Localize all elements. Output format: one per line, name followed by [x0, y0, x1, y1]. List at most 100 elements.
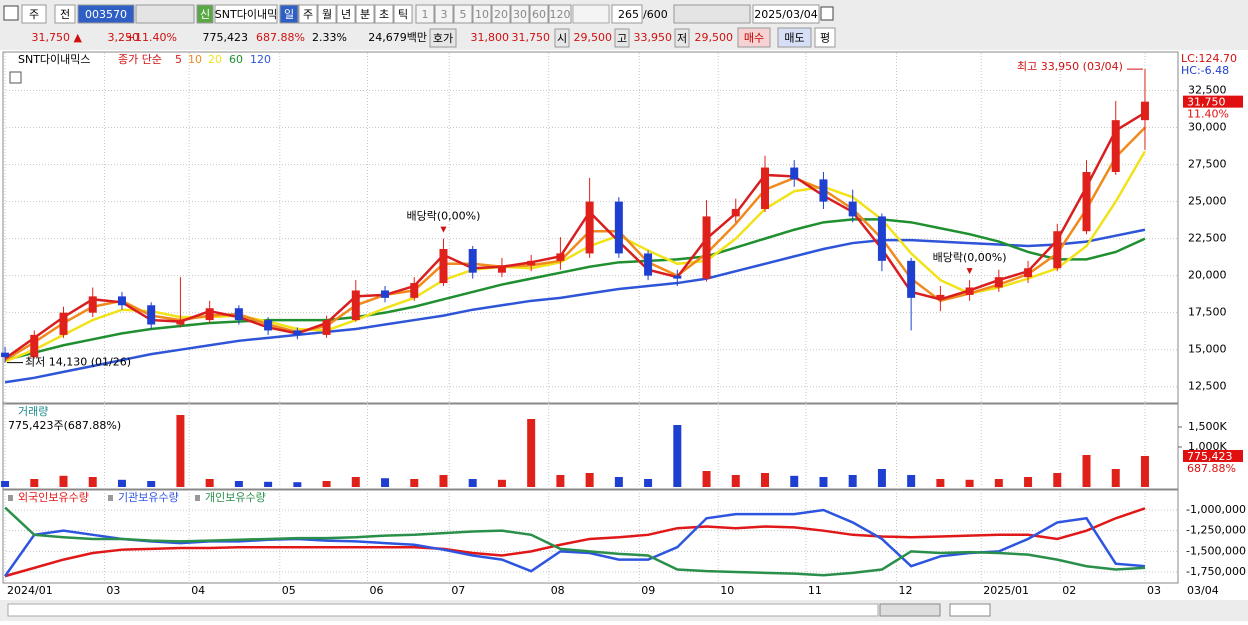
info-turnover: 2.33%	[312, 31, 347, 44]
button-label: 신	[200, 8, 210, 21]
button[interactable]	[472, 4, 492, 24]
button[interactable]	[529, 4, 549, 24]
button[interactable]	[393, 4, 413, 24]
button-label: 평	[820, 32, 830, 45]
button[interactable]	[510, 4, 530, 24]
button[interactable]	[374, 4, 394, 24]
button-label: 120	[550, 8, 571, 21]
button[interactable]	[491, 4, 511, 24]
button[interactable]	[814, 27, 836, 48]
legend-entry: 120	[250, 53, 271, 66]
candle-body	[147, 305, 156, 325]
button-label: 60	[532, 8, 546, 21]
volume-bar	[293, 482, 302, 487]
volume-bar	[439, 475, 448, 487]
button[interactable]	[674, 28, 690, 48]
button[interactable]	[737, 27, 771, 48]
candle-body	[907, 260, 916, 298]
x-date-label: 03/04	[1187, 584, 1219, 597]
button[interactable]	[453, 4, 473, 24]
scroll-buttons[interactable]	[879, 603, 941, 617]
table-icon[interactable]	[9, 71, 22, 84]
volume-bar	[790, 475, 799, 487]
ma-label: 종가 단순	[118, 53, 162, 66]
button[interactable]	[21, 4, 47, 24]
volume-bar	[1111, 469, 1120, 487]
menu-icon[interactable]	[3, 5, 19, 21]
calendar-icon[interactable]	[820, 6, 834, 21]
dropdown[interactable]	[572, 4, 610, 24]
button[interactable]	[614, 28, 630, 48]
info-volume-pct: 687.88%	[256, 31, 305, 44]
volume-bar	[205, 479, 214, 487]
legend-entry: 개인보유수량	[205, 491, 266, 504]
candle-body	[819, 179, 828, 202]
candle-body	[439, 248, 448, 284]
button[interactable]	[429, 28, 457, 48]
series-line	[4, 218, 1146, 362]
button[interactable]	[214, 4, 278, 24]
volume-bar	[585, 473, 594, 487]
scroll-track[interactable]	[7, 603, 879, 617]
button[interactable]	[611, 4, 643, 24]
series-line	[4, 111, 1146, 360]
candle-body	[30, 334, 39, 358]
candle-body	[234, 308, 243, 321]
volume-pct: 687.88%	[1187, 462, 1236, 475]
button[interactable]	[196, 4, 214, 24]
count-max: /600	[643, 8, 668, 21]
info-bid: 31,750	[512, 31, 551, 44]
volume-bar	[30, 479, 39, 487]
button[interactable]	[434, 4, 454, 24]
change-label: 11.40%	[1187, 108, 1229, 121]
volume-tag-bg	[1183, 449, 1243, 462]
button[interactable]	[279, 4, 299, 24]
candle-body	[702, 216, 711, 279]
volume-bar	[848, 475, 857, 487]
candle-body	[351, 290, 360, 321]
candle-body	[614, 201, 623, 254]
candle-body	[59, 312, 68, 335]
button[interactable]	[77, 4, 135, 24]
button[interactable]	[298, 4, 318, 24]
zoom-slider[interactable]	[949, 603, 991, 617]
chart-title: SNT다이내믹스	[18, 53, 91, 66]
tool-icons[interactable]	[673, 4, 751, 24]
annotation: 최고 33,950 (03/04)	[1017, 60, 1123, 73]
button[interactable]	[317, 4, 337, 24]
candle-body	[117, 296, 126, 306]
button-label: 30	[513, 8, 527, 21]
button[interactable]	[777, 27, 812, 48]
x-tick-label: 06	[369, 584, 383, 597]
button-label: 1	[422, 8, 429, 21]
info-change: 3,250	[108, 31, 140, 44]
x-tick-label: 07	[451, 584, 465, 597]
candle-body	[205, 308, 214, 321]
search-icons[interactable]	[135, 4, 195, 24]
candle-body	[877, 216, 886, 261]
volume-bar	[59, 475, 68, 487]
y-tick-label: 27,500	[1188, 158, 1227, 171]
x-tick-label: 2024/01	[7, 584, 53, 597]
volume-bar	[965, 479, 974, 487]
button-label: 시	[557, 32, 567, 45]
button-label: SNT다이내믹	[215, 8, 277, 21]
candle-body	[1053, 231, 1062, 269]
candle-body	[965, 287, 974, 295]
button[interactable]	[336, 4, 356, 24]
button[interactable]	[355, 4, 375, 24]
button[interactable]	[752, 4, 820, 24]
volume-bar	[88, 477, 97, 487]
button-label: 3	[441, 8, 448, 21]
button[interactable]	[54, 4, 76, 24]
volume-bar	[1024, 477, 1033, 487]
button-label: 매도	[784, 32, 804, 45]
button[interactable]	[548, 4, 572, 24]
button[interactable]	[415, 4, 435, 24]
candle-body	[1, 352, 10, 358]
button[interactable]	[554, 28, 570, 48]
candle-body	[527, 260, 536, 266]
volume-bar	[117, 479, 126, 487]
volume-bar	[497, 479, 506, 487]
